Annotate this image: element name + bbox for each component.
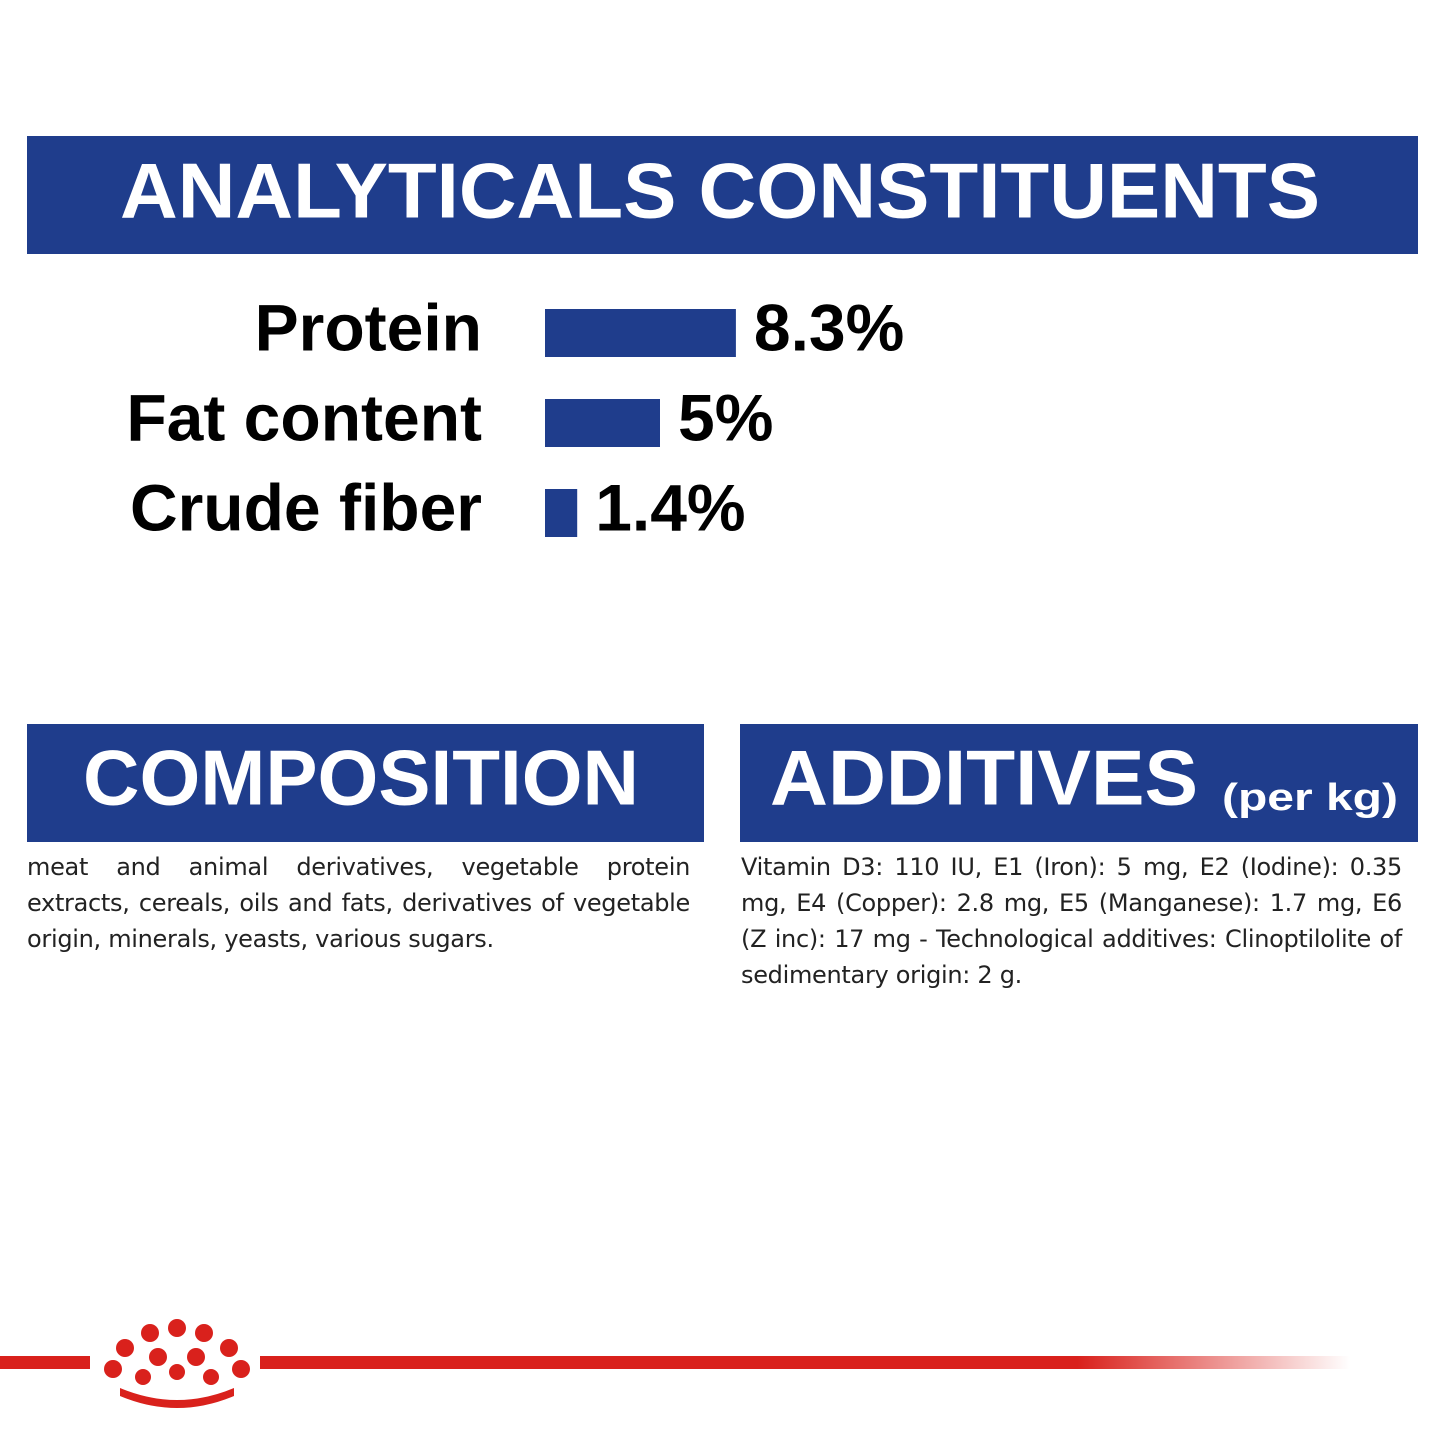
category-label: Crude fiber	[130, 470, 482, 544]
additives-text: Vitamin D3: 110 IU, E1 (Iron): 5 mg, E2 …	[741, 853, 1402, 989]
value-label: 8.3%	[754, 290, 904, 364]
composition-title: COMPOSITION	[83, 734, 639, 822]
bar	[545, 489, 578, 537]
additives-title: ADDITIVES	[770, 734, 1198, 822]
category-label: Fat content	[126, 380, 482, 454]
value-label: 5%	[678, 380, 773, 454]
logo-line	[260, 1356, 1350, 1369]
logo-line	[0, 1356, 90, 1369]
chart-title: ANALYTICALS CONSTITUENTS	[120, 147, 1320, 235]
logo-crown	[104, 1319, 250, 1408]
additives-banner	[740, 724, 1418, 842]
additives-unit: (per kg)	[1222, 777, 1398, 819]
composition-text: meat and animal derivatives, vegetable p…	[27, 853, 690, 953]
composition-banner	[27, 724, 704, 842]
category-label: Protein	[255, 290, 482, 364]
value-label: 1.4%	[595, 470, 745, 544]
bar	[545, 309, 736, 357]
title-banner	[27, 136, 1418, 254]
bar	[545, 399, 660, 447]
